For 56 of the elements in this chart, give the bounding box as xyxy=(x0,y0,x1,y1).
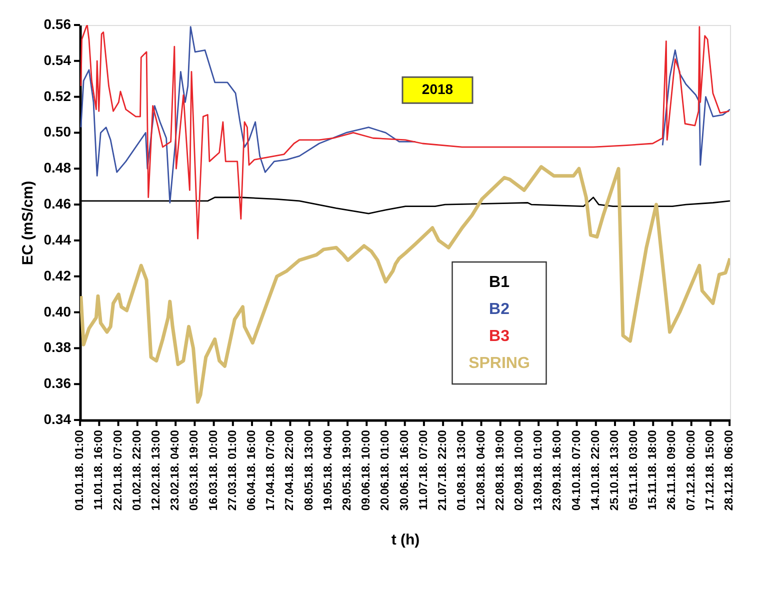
y-axis-title: EC (mS/cm) xyxy=(20,180,36,266)
x-tick-label: 20.06.18. 01:00 xyxy=(380,430,392,511)
y-tick-label: 0.46 xyxy=(44,196,72,212)
x-tick-label: 29.05.18. 19:00 xyxy=(342,430,354,511)
x-tick-label: 08.05.18. 13:00 xyxy=(303,430,316,511)
y-tick-label: 0.34 xyxy=(44,411,72,427)
x-tick-label: 11.01.18. 16:00 xyxy=(93,430,106,510)
x-tick-label: 13.09.18. 01:00 xyxy=(532,430,545,511)
x-tick-label: 14.10.18. 22:00 xyxy=(590,430,602,511)
x-tick-label: 17.04.18. 07:00 xyxy=(265,430,278,511)
x-tick-label: 01.02.18. 22:00 xyxy=(131,430,144,511)
x-tick-label: 17.12.18. 15:00 xyxy=(704,430,716,511)
y-tick-label: 0.40 xyxy=(44,303,72,320)
x-tick-label: 07.12.18. 00:00 xyxy=(685,430,698,511)
x-tick-label: 21.07.18. 22:00 xyxy=(437,430,450,511)
x-tick-label: 23.02.18. 04:00 xyxy=(170,430,182,511)
x-tick-label: 05.11.18. 03:00 xyxy=(628,430,640,510)
x-tick-label: 12.08.18. 04:00 xyxy=(475,430,488,511)
text: B2 xyxy=(489,301,510,318)
y-tick-label: 0.50 xyxy=(44,124,72,140)
x-tick-label: 25.10.18. 13:00 xyxy=(609,430,621,511)
y-tick-label: 0.38 xyxy=(44,339,72,356)
x-tick-label: 04.10.18. 07:00 xyxy=(570,430,583,511)
y-tick-label: 0.36 xyxy=(44,375,72,392)
x-tick-label: 06.04.18. 16:00 xyxy=(246,430,258,511)
y-tick-label: 0.54 xyxy=(44,52,72,68)
x-tick-label: 16.03.18. 10:00 xyxy=(208,430,220,511)
x-tick-label: 22.01.18. 07:00 xyxy=(112,430,124,511)
text: SPRING xyxy=(468,355,530,372)
x-tick-label: 26.11.18. 09:00 xyxy=(666,430,678,510)
line-series xyxy=(80,165,730,404)
x-tick-label: 05.03.18. 19:00 xyxy=(188,430,201,511)
x-tick-label: 09.06.18. 10:00 xyxy=(360,430,373,511)
x-tick-label: 19.05.18. 04:00 xyxy=(322,430,334,511)
x-tick-label: 22.08.18. 19:00 xyxy=(494,430,506,511)
x-tick-label: 15.11.18. 18:00 xyxy=(647,430,660,510)
x-tick-label: 28.12.18. 06:00 xyxy=(724,430,736,511)
x-axis-title: t (h) xyxy=(391,532,420,548)
y-tick-label: 0.52 xyxy=(44,88,72,104)
x-tick-label: 12.02.18. 13:00 xyxy=(150,430,162,511)
text: B1 xyxy=(489,274,510,291)
y-tick-label: 0.42 xyxy=(44,267,72,284)
x-tick-label: 23.09.18. 16:00 xyxy=(552,430,564,511)
annotation: 2018 xyxy=(422,81,454,98)
x-tick-label: 27.04.18. 22:00 xyxy=(284,430,296,511)
x-tick-label: 11.07.18. 07:00 xyxy=(418,430,430,510)
y-tick-label: 0.48 xyxy=(44,160,72,176)
x-tick-label: 01.01.18. 01:00 xyxy=(74,430,86,511)
x-tick-label: 02.09.18. 10:00 xyxy=(513,430,526,511)
text: B3 xyxy=(489,328,510,345)
x-tick-label: 01.08.18. 13:00 xyxy=(456,430,468,511)
x-tick-label: 30.06.18. 16:00 xyxy=(398,430,411,511)
line-series xyxy=(80,25,730,240)
y-tick-label: 0.56 xyxy=(44,16,72,32)
x-tick-label: 27.03.18. 01:00 xyxy=(226,430,239,511)
y-tick-label: 0.44 xyxy=(44,231,72,248)
